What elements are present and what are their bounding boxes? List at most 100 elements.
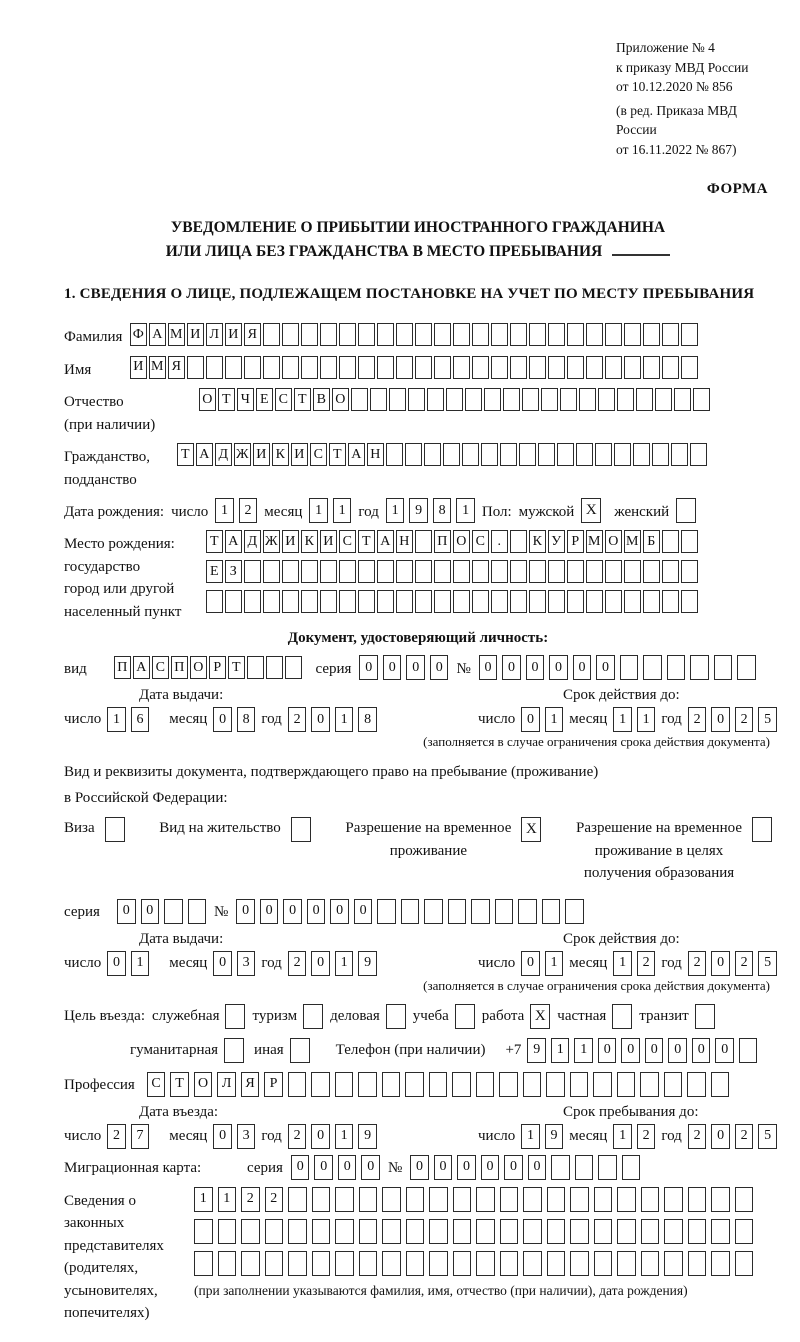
purpose-commercial-checkbox[interactable]: [385, 1003, 406, 1029]
char-cell[interactable]: С: [152, 656, 169, 680]
char-cell[interactable]: [560, 388, 577, 412]
char-cell[interactable]: [491, 355, 508, 379]
char-cell[interactable]: [301, 590, 318, 614]
char-cell[interactable]: [619, 655, 639, 681]
char-cell[interactable]: [643, 590, 660, 614]
char-cell[interactable]: [428, 1071, 448, 1097]
char-cell[interactable]: [671, 443, 688, 467]
char-cell[interactable]: [710, 1071, 730, 1097]
char-cell[interactable]: [548, 590, 565, 614]
char-cell[interactable]: 0: [668, 1037, 687, 1063]
char-cell[interactable]: [311, 1218, 330, 1244]
char-cell[interactable]: 0: [711, 707, 730, 733]
char-cell[interactable]: [382, 1186, 401, 1212]
representatives-input-row2[interactable]: [194, 1218, 753, 1244]
char-cell[interactable]: [500, 443, 517, 467]
char-cell[interactable]: [548, 560, 565, 584]
option-temp-residence-checkbox[interactable]: X: [521, 817, 542, 843]
char-cell[interactable]: [541, 388, 558, 412]
char-cell[interactable]: [586, 590, 603, 614]
char-cell[interactable]: [472, 590, 489, 614]
char-cell[interactable]: М: [149, 355, 166, 379]
char-cell[interactable]: [617, 388, 634, 412]
char-cell[interactable]: [529, 355, 546, 379]
char-cell[interactable]: 2: [636, 950, 656, 976]
char-cell[interactable]: 0: [433, 1154, 453, 1180]
char-cell[interactable]: [687, 1186, 706, 1212]
char-cell[interactable]: О: [190, 656, 207, 680]
char-cell[interactable]: 2: [687, 950, 707, 976]
char-cell[interactable]: 1: [550, 1037, 570, 1063]
char-cell[interactable]: [529, 560, 546, 584]
char-cell[interactable]: 2: [287, 1123, 307, 1149]
char-cell[interactable]: [681, 323, 698, 347]
char-cell[interactable]: [567, 355, 584, 379]
char-cell[interactable]: [523, 1218, 542, 1244]
char-cell[interactable]: [499, 1218, 518, 1244]
char-cell[interactable]: [690, 443, 707, 467]
char-cell[interactable]: [194, 1250, 213, 1276]
char-cell[interactable]: [503, 388, 520, 412]
char-cell[interactable]: [351, 388, 368, 412]
char-cell[interactable]: [405, 1186, 424, 1212]
char-cell[interactable]: [429, 1218, 448, 1244]
char-cell[interactable]: 2: [734, 1123, 754, 1149]
char-cell[interactable]: А: [348, 443, 365, 467]
char-cell[interactable]: [335, 1218, 354, 1244]
char-cell[interactable]: Ж: [234, 443, 251, 467]
char-cell[interactable]: К: [301, 530, 318, 554]
char-cell[interactable]: 0: [314, 1154, 333, 1180]
char-cell[interactable]: 1: [521, 1123, 540, 1149]
char-cell[interactable]: 0: [644, 1037, 664, 1063]
char-cell[interactable]: С: [339, 530, 356, 554]
char-cell[interactable]: К: [272, 443, 289, 467]
char-cell[interactable]: [510, 323, 527, 347]
char-cell[interactable]: [652, 443, 669, 467]
char-cell[interactable]: [452, 1186, 471, 1212]
char-cell[interactable]: 0: [117, 898, 136, 924]
char-cell[interactable]: [382, 1250, 401, 1276]
purpose-transit-checkbox[interactable]: [694, 1003, 715, 1029]
purpose-tourism-checkbox[interactable]: [303, 1003, 324, 1029]
char-cell[interactable]: Д: [215, 443, 232, 467]
char-cell[interactable]: [452, 1250, 471, 1276]
char-cell[interactable]: [662, 560, 679, 584]
char-cell[interactable]: [593, 1250, 612, 1276]
char-cell[interactable]: 0: [504, 1154, 523, 1180]
char-cell[interactable]: [396, 323, 413, 347]
char-cell[interactable]: [339, 590, 356, 614]
char-cell[interactable]: 2: [636, 1123, 656, 1149]
char-cell[interactable]: 0: [353, 898, 373, 924]
char-cell[interactable]: [225, 355, 242, 379]
char-cell[interactable]: [447, 898, 467, 924]
char-cell[interactable]: [415, 323, 432, 347]
char-cell[interactable]: [415, 560, 432, 584]
char-cell[interactable]: Р: [264, 1071, 283, 1097]
char-cell[interactable]: [519, 443, 536, 467]
char-cell[interactable]: [569, 1071, 589, 1097]
char-cell[interactable]: [471, 898, 490, 924]
char-cell[interactable]: [247, 656, 264, 680]
char-cell[interactable]: 1: [385, 498, 405, 524]
char-cell[interactable]: [567, 323, 584, 347]
char-cell[interactable]: [595, 443, 612, 467]
option-temp-residence-education-checkbox[interactable]: [752, 817, 772, 843]
char-cell[interactable]: М: [624, 530, 641, 554]
char-cell[interactable]: [548, 355, 565, 379]
char-cell[interactable]: 0: [236, 898, 255, 924]
char-cell[interactable]: [598, 388, 615, 412]
char-cell[interactable]: [586, 355, 603, 379]
char-cell[interactable]: [616, 1071, 636, 1097]
char-cell[interactable]: О: [332, 388, 349, 412]
char-cell[interactable]: [285, 656, 302, 680]
char-cell[interactable]: [476, 1186, 495, 1212]
char-cell[interactable]: 0: [382, 655, 402, 681]
char-cell[interactable]: [334, 1071, 354, 1097]
